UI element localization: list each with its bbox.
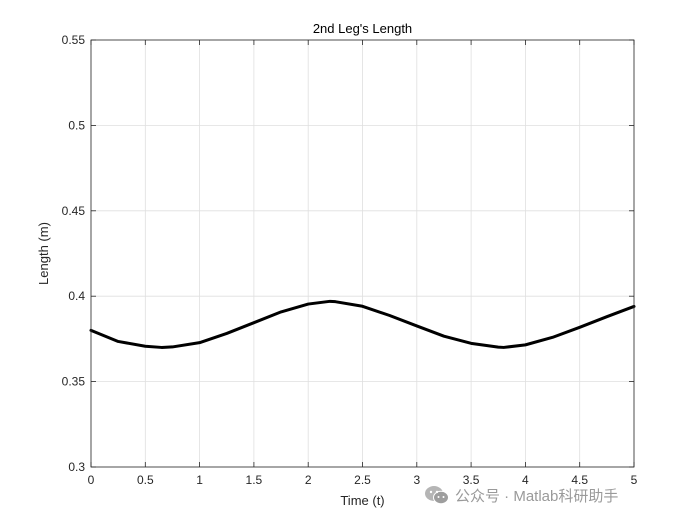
- watermark-text: 公众号 · Matlab科研助手: [455, 487, 619, 505]
- y-tick-label: 0.4: [68, 289, 85, 303]
- x-axis-label: Time (t): [340, 493, 384, 508]
- y-tick-label: 0.45: [62, 204, 86, 218]
- y-tick-label: 0.35: [62, 375, 86, 389]
- y-tick-label: 0.3: [68, 460, 85, 474]
- y-tick-label: 0.5: [68, 118, 85, 132]
- x-tick-label: 3: [413, 473, 420, 487]
- x-tick-label: 2: [305, 473, 312, 487]
- x-tick-label: 0.5: [137, 473, 154, 487]
- x-tick-label: 1: [196, 473, 203, 487]
- x-tick-label: 5: [631, 473, 638, 487]
- x-tick-label: 1.5: [246, 473, 263, 487]
- y-axis-label: Length (m): [36, 222, 51, 285]
- y-tick-label: 0.55: [62, 33, 86, 47]
- ticks: 0 0.5 1 1.5 2 2.5 3 3.5 4 4.5 5 0.3 0.35 0.4 0.45 0.5 0.…: [62, 33, 638, 487]
- x-tick-label: 4.5: [571, 473, 588, 487]
- x-tick-label: 4: [522, 473, 529, 487]
- x-tick-label: 3.5: [463, 473, 480, 487]
- x-tick-label: 2.5: [354, 473, 371, 487]
- x-tick-label: 0: [88, 473, 95, 487]
- chart-title: 2nd Leg's Length: [313, 21, 412, 36]
- watermark: 公众号 · Matlab科研助手: [424, 484, 618, 506]
- wechat-icon: [425, 486, 449, 505]
- series-line: [89, 299, 636, 349]
- series-layer: [89, 299, 636, 349]
